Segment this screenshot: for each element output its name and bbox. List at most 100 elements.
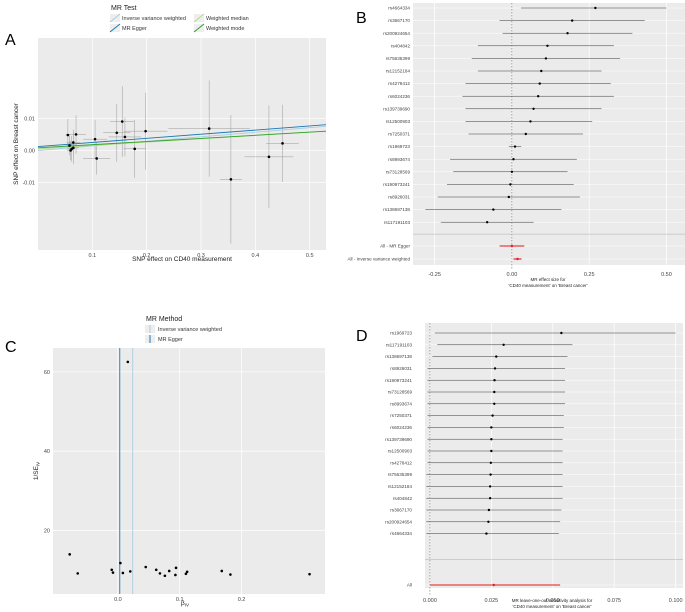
panel-b-estimate <box>570 19 574 22</box>
panel-c-ticks: 0.0 0.1 0.2 20 40 60 <box>44 370 245 603</box>
panel-c-grid <box>53 348 325 594</box>
panel-d-snp-label: rs4278412 <box>390 460 412 465</box>
panel-a-point <box>120 120 124 123</box>
panel-c-point <box>229 573 232 576</box>
panel-b-xtick-label: 0.25 <box>584 272 595 278</box>
panel-b-snp-label: rs6024236 <box>388 94 410 99</box>
panel-a-grid <box>38 38 326 250</box>
panel-d-estimate <box>493 379 496 382</box>
panel-a-ylabel: SNP effect on Breast cancer <box>13 102 20 185</box>
panel-d-snp-label: rs200924654 <box>385 519 412 524</box>
panel-d-estimate <box>490 449 493 453</box>
legend-key-egger <box>109 23 121 33</box>
panel-a-ytick-label: 0.00 <box>24 148 35 154</box>
panel-d-snp-label: rs4664334 <box>390 531 412 536</box>
panel-d-snp-label: rs8926031 <box>390 366 412 371</box>
panel-c-point <box>154 568 158 572</box>
panel-a-point <box>115 131 119 135</box>
panel-c-point <box>184 572 188 576</box>
panel-b-estimate <box>540 69 543 73</box>
panel-d-xtick-label: 0.050 <box>546 598 560 604</box>
panel-a-line-egger <box>37 124 327 148</box>
panel-a-point <box>66 133 70 137</box>
panel-c-point <box>121 571 125 575</box>
panel-a-point <box>72 146 75 150</box>
panel-b-estimate <box>546 44 549 47</box>
panel-d-plot-bg <box>425 323 683 588</box>
panel-a-point <box>72 141 75 144</box>
panel-c-lines <box>119 348 134 594</box>
legend-label-mode: Weighted mode <box>206 26 244 32</box>
panel-c-ylabel: 1/SEIV <box>33 462 41 480</box>
panel-c-point <box>174 573 177 577</box>
panel-d-snp-label: rs404842 <box>393 496 413 501</box>
panel-b-snp-label: rs75635399 <box>386 56 411 61</box>
panel-a-point <box>74 133 78 136</box>
panel-c-point <box>76 572 80 575</box>
panel-c-legend-title: MR Method <box>146 316 182 323</box>
panel-c-points <box>68 360 311 578</box>
panel-c-point <box>308 572 311 576</box>
panel-a-ticks: 0.1 0.2 0.3 0.4 0.5 -0.01 0.00 0.01 <box>22 116 313 259</box>
panel-a-point <box>144 129 147 133</box>
panel-b-snp-label: rs3667170 <box>388 18 410 23</box>
panel-d-snp-label: rs117191103 <box>386 342 413 347</box>
panel-d-xtick-label: 0.000 <box>423 598 437 604</box>
panel-c-point <box>68 553 71 556</box>
panel-b-estimate <box>485 221 489 224</box>
panel-label-b: B <box>356 10 367 27</box>
panel-a-line-mode <box>37 130 327 149</box>
panel-c-point <box>185 570 189 574</box>
panel-b-snp-label: rs117191103 <box>384 220 411 225</box>
panel-b-estimate <box>510 170 514 173</box>
panel-b-summary-label: All - Inverse variance weighted <box>347 257 410 262</box>
panel-label-c: C <box>5 339 17 356</box>
panel-d-estimate <box>490 438 493 441</box>
panel-c-point <box>119 561 122 565</box>
panel-d-estimate <box>560 331 563 335</box>
panel-b-xtick-label: 0.50 <box>661 272 672 278</box>
panel-b-estimate <box>532 107 535 111</box>
panel-c-ytick-label: 20 <box>44 529 50 535</box>
panel-a-xtick-label: 0.1 <box>89 253 97 259</box>
panel-a-xlabel: SNP effect on CD40 measurement <box>132 256 232 263</box>
legend-key-mode <box>193 23 205 33</box>
panel-d-snp-label: rs75635399 <box>388 472 413 477</box>
panel-c-point <box>220 569 224 573</box>
panel-b-snp-label: rs12500903 <box>386 119 411 124</box>
panel-a-plot-bg <box>38 38 326 250</box>
panel-b-estimate <box>507 195 511 199</box>
panel-d-estimate <box>487 508 491 512</box>
panel-b-snp-label: rs7250371 <box>388 132 410 137</box>
panel-a-legend: MR Test Inverse variance weighted MR Egg… <box>109 5 249 33</box>
panel-c-xtick-label: 0.0 <box>114 597 122 603</box>
panel-b-summary-label: All - MR Egger <box>380 244 410 249</box>
panel-c-point <box>110 568 114 572</box>
panel-d-snp-label: rs7250371 <box>390 413 412 418</box>
panel-b-snp-label: rs404842 <box>391 43 411 48</box>
panel-b-estimate <box>509 183 512 186</box>
panel-d-labels: rs1969723 rs117191103 rs138697138 rs8926031… <box>385 331 412 588</box>
panel-label-d: D <box>356 328 368 345</box>
panel-d-estimate <box>493 402 496 405</box>
panel-b-estimate <box>538 82 541 85</box>
panel-c-xtick-label: 0.1 <box>176 597 184 603</box>
panel-d-snp-label: rs12500903 <box>388 449 413 454</box>
panel-a-point <box>123 135 127 139</box>
panel-d-estimate <box>489 461 493 464</box>
legend-label-ivw: Inverse variance weighted <box>122 16 186 22</box>
panel-a-point <box>267 155 271 159</box>
panel-a-points <box>66 120 284 181</box>
panel-d-xtick-label: 0.100 <box>669 598 683 604</box>
panel-d-xtick-label: 0.025 <box>484 598 498 604</box>
panel-d-summary-estimate <box>492 583 495 587</box>
panel-b-estimate <box>594 6 597 10</box>
panel-d-estimate <box>488 485 492 488</box>
panel-b-snp-label: rs139739690 <box>383 106 410 111</box>
panel-b-xlabel-line2: 'CD40 measurement' on 'Breast cancer' <box>509 283 588 288</box>
panel-b-xlabel-line1: MR effect size for <box>531 277 566 282</box>
panel-b-snp-label: rs73128569 <box>386 169 411 174</box>
panel-a-legend-title: MR Test <box>111 5 137 12</box>
panel-a-point <box>281 142 284 145</box>
